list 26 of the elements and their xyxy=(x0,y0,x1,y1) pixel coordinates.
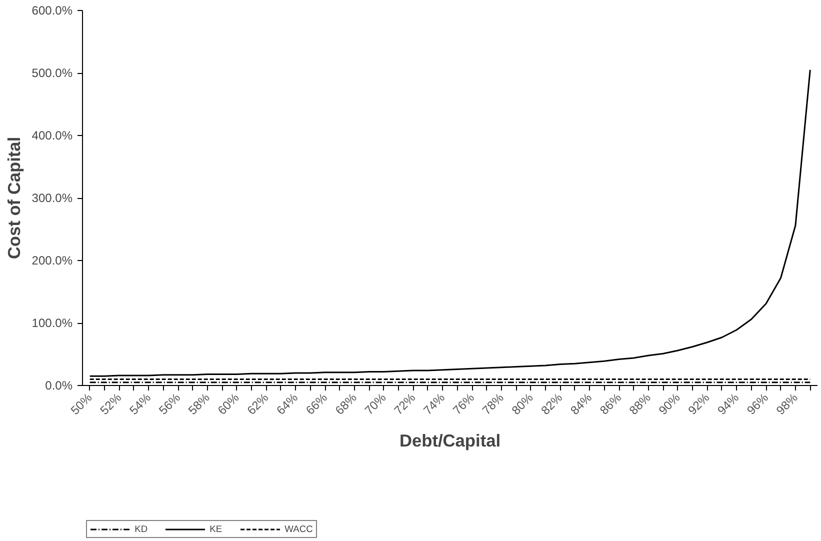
x-tick-label: 64% xyxy=(274,390,301,418)
x-tick-label: 70% xyxy=(362,390,390,418)
x-tick-label: 74% xyxy=(420,390,448,418)
line-series xyxy=(89,69,811,377)
x-tick-label: 78% xyxy=(480,390,507,418)
x-tick-label: 96% xyxy=(744,390,772,418)
x-tick-label: 62% xyxy=(244,390,272,418)
x-tick-label: 76% xyxy=(450,390,478,418)
legend-label: KD xyxy=(134,524,149,534)
y-tick-label: 300.0% xyxy=(32,191,73,205)
y-tick-label: 600.0% xyxy=(32,4,73,18)
x-axis-title: Debt/Capital xyxy=(399,430,501,450)
y-tick-label: 200.0% xyxy=(32,254,73,268)
y-axis-title: Cost of Capital xyxy=(4,136,24,260)
y-tick-label: 0.0% xyxy=(45,378,73,392)
x-tick-label: 86% xyxy=(597,390,624,418)
y-tick-label: 400.0% xyxy=(32,128,73,142)
legend-label: WACC xyxy=(284,524,313,534)
x-tick-label: 68% xyxy=(332,390,360,418)
x-tick-label: 66% xyxy=(303,390,330,418)
x-tick-label: 60% xyxy=(214,390,242,418)
x-tick-label: 56% xyxy=(156,390,184,418)
legend-label: KE xyxy=(210,524,224,534)
y-tick-label: 100.0% xyxy=(32,316,73,330)
y-tick-label: 500.0% xyxy=(32,66,73,80)
x-tick-label: 72% xyxy=(391,390,418,418)
